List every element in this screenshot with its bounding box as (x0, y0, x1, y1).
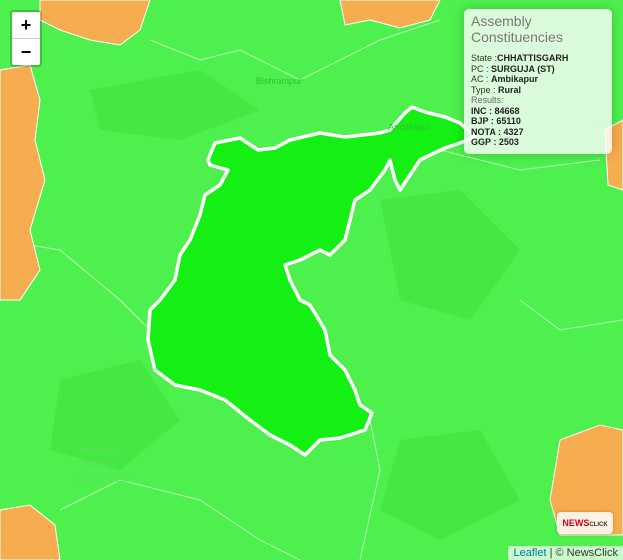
constituency-borders (0, 19, 623, 560)
attribution: Leaflet | © NewsClick (508, 546, 623, 560)
info-state: State :CHHATTISGARH (471, 53, 606, 64)
pc-value: SURGUJA (ST) (491, 63, 555, 74)
result-nota: NOTA : 4327 (471, 126, 524, 137)
state-value: CHHATTISGARH (497, 53, 569, 63)
pc-label: PC : (471, 63, 492, 74)
leaflet-link[interactable]: Leaflet (513, 547, 547, 559)
result-inc: INC : 84668 (471, 105, 520, 116)
zoom-control: + − (10, 10, 42, 67)
newsclick-logo[interactable]: NEWSCLICK (557, 512, 613, 534)
results-label: Results: (471, 95, 504, 105)
info-type: Type : Rural (471, 85, 606, 96)
state-label: State : (471, 53, 498, 63)
attribution-separator: | © (546, 547, 567, 559)
zoom-in-button[interactable]: + (12, 12, 40, 39)
place-label-bishrampur: Bishrampur (256, 76, 303, 86)
result-bjp: BJP : 65110 (471, 116, 521, 126)
info-ac: AC : Ambikapur (471, 74, 606, 85)
info-pc: PC : SURGUJA (ST) (471, 64, 606, 75)
ac-label: AC : (471, 74, 492, 84)
place-label-ambikapur: Ambikapur (388, 122, 432, 132)
info-panel: Assembly Constituencies State :CHHATTISG… (464, 9, 612, 154)
selected-constituency-ambikapur[interactable] (146, 105, 477, 457)
zoom-out-button[interactable]: − (20, 42, 32, 62)
logo-click-text: CLICK (589, 522, 608, 528)
place-label-hasdeo-bango-reservoir: Hasdeo Bango Reservoir (74, 442, 130, 485)
info-title: Assembly Constituencies (471, 13, 563, 45)
logo-news-text: NEWS (562, 518, 590, 528)
attribution-source: NewsClick (566, 547, 618, 559)
type-value: Rural (498, 84, 522, 95)
result-ggp: GGP : 2503 (471, 137, 519, 147)
type-label: Type : (471, 84, 499, 95)
ac-value: Ambikapur (491, 74, 539, 84)
